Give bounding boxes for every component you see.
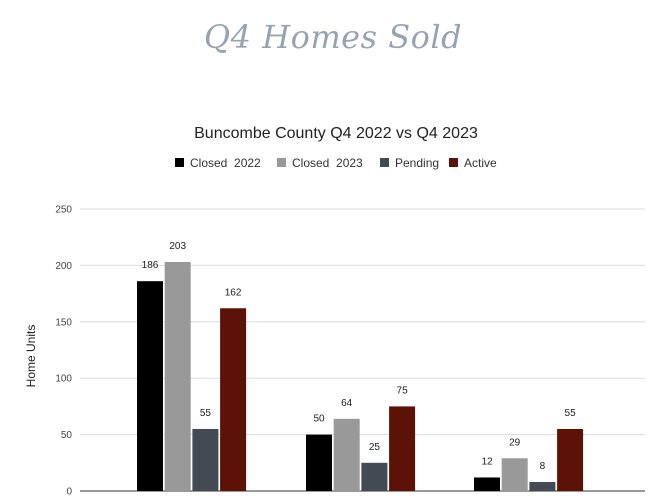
chart-title: Buncombe County Q4 2022 vs Q4 2023 [194, 125, 478, 142]
data-label: 55 [565, 408, 577, 419]
legend-label: Active [464, 156, 497, 170]
legend-label: Pending [395, 156, 439, 170]
bar [474, 477, 500, 491]
data-label: 12 [481, 456, 493, 467]
y-axis-label: Home Units [24, 325, 38, 388]
data-label: 8 [540, 461, 546, 472]
data-label: 186 [142, 260, 159, 271]
bar [164, 262, 191, 491]
bar [361, 462, 388, 491]
bar [557, 428, 584, 491]
data-label: 29 [509, 437, 521, 448]
legend-item: Pending [380, 156, 439, 170]
legend-swatch [277, 158, 286, 167]
legend-label: Closed 2023 [292, 156, 363, 170]
data-label: 203 [169, 241, 186, 252]
data-label: 162 [225, 287, 242, 298]
page-heading: Q4 Homes Sold [203, 18, 463, 56]
y-tick-label: 250 [55, 205, 72, 216]
bar [501, 458, 528, 491]
bar [333, 418, 360, 491]
y-tick-label: 50 [61, 430, 73, 441]
legend-item: Active [449, 156, 497, 170]
y-tick-label: 150 [55, 317, 72, 328]
data-label: 64 [341, 398, 353, 409]
legend-item: Closed 2022 [175, 156, 261, 170]
bar [192, 428, 219, 491]
data-label: 50 [313, 414, 325, 425]
chart-data-labels: 186 203 55 162 50 64 25 75 12 29 8 55 [142, 241, 576, 472]
legend-label: Closed 2022 [190, 156, 261, 170]
chart-bars [137, 262, 584, 491]
data-label: 75 [397, 385, 409, 396]
data-label: 25 [369, 442, 381, 453]
legend-item: Closed 2023 [277, 156, 363, 170]
y-tick-label: 0 [66, 487, 72, 498]
chart-legend: Closed 2022 Closed 2023 Pending Active [175, 156, 497, 170]
y-axis-ticks: 0 50 100 150 200 250 [55, 205, 72, 498]
legend-swatch [175, 158, 184, 167]
legend-swatch [449, 158, 458, 167]
bar [389, 406, 416, 491]
bar [306, 434, 332, 491]
legend-swatch [380, 158, 389, 167]
bar [220, 308, 247, 491]
bar [529, 481, 556, 491]
y-tick-label: 200 [55, 261, 72, 272]
y-tick-label: 100 [55, 374, 72, 385]
bar [137, 281, 163, 491]
data-label: 55 [200, 408, 212, 419]
